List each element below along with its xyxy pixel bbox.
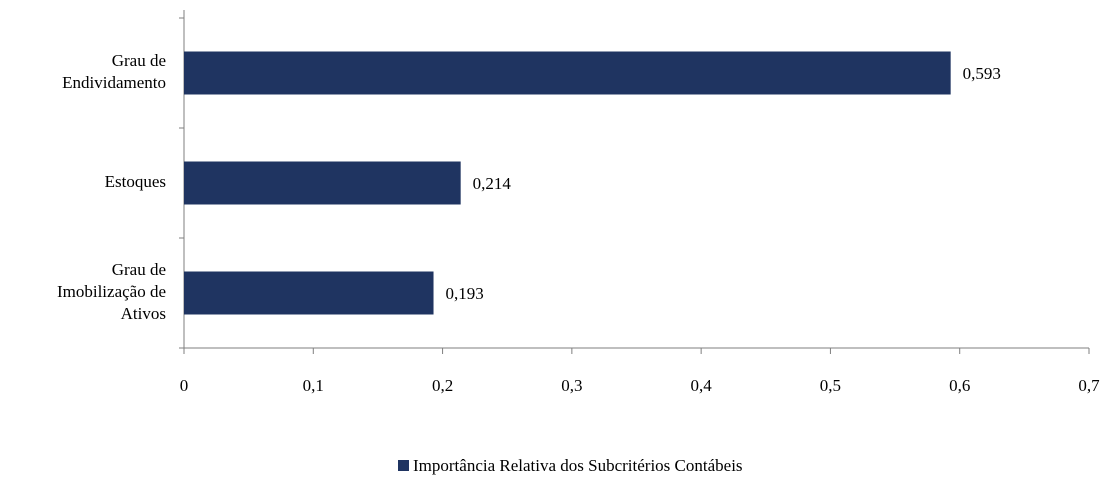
x-tick-label: 0,4 (691, 376, 713, 395)
y-tick-label: Grau de Imobilização de Ativos (57, 260, 166, 323)
bar (184, 161, 461, 205)
bar (184, 51, 951, 95)
data-label: 0,193 (446, 284, 484, 303)
legend-swatch (398, 460, 409, 471)
x-tick-label: 0,6 (949, 376, 970, 395)
y-tick-label: Grau de Endividamento (62, 51, 166, 92)
y-tick-label: Estoques (105, 172, 166, 191)
x-tick-label: 0,5 (820, 376, 841, 395)
legend-label: Importância Relativa dos Subcritérios Co… (413, 456, 743, 475)
x-tick-label: 0 (180, 376, 189, 395)
data-label: 0,214 (473, 174, 512, 193)
bar (184, 271, 434, 315)
x-tick-label: 0,2 (432, 376, 453, 395)
x-tick-label: 0,1 (303, 376, 324, 395)
data-label: 0,593 (963, 64, 1001, 83)
x-tick-label: 0,3 (561, 376, 582, 395)
x-tick-label: 0,7 (1078, 376, 1100, 395)
